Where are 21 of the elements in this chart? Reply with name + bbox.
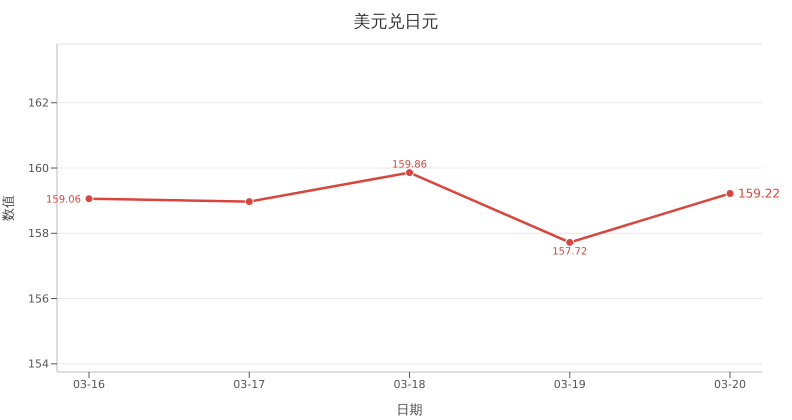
point [84,194,94,204]
y-tick-label: 158 [28,227,49,240]
x-tick-label: 03-20 [714,378,746,391]
data-label: 159.22 [738,186,780,200]
data-label: 157.72 [552,246,588,258]
x-tick-label: 03-16 [73,378,105,391]
y-tick-label: 162 [28,96,49,110]
point [405,168,414,178]
point [565,238,574,247]
x-tick-label: 03-19 [554,378,586,391]
y-tick-label: 160 [28,162,49,175]
x-tick-label: 03-18 [394,378,426,391]
point [244,197,254,206]
x-tick-label: 03-17 [233,378,266,391]
data-label: 159.06 [46,194,81,206]
chart-title: 美元兑日元 [352,11,440,34]
data-label: 159.86 [392,160,427,171]
y-tick-label: 154 [28,358,49,371]
x-axis-title: 日期 [396,403,422,418]
y-tick-label: 156 [28,292,49,306]
y-axis-title: 数值 [2,195,17,221]
